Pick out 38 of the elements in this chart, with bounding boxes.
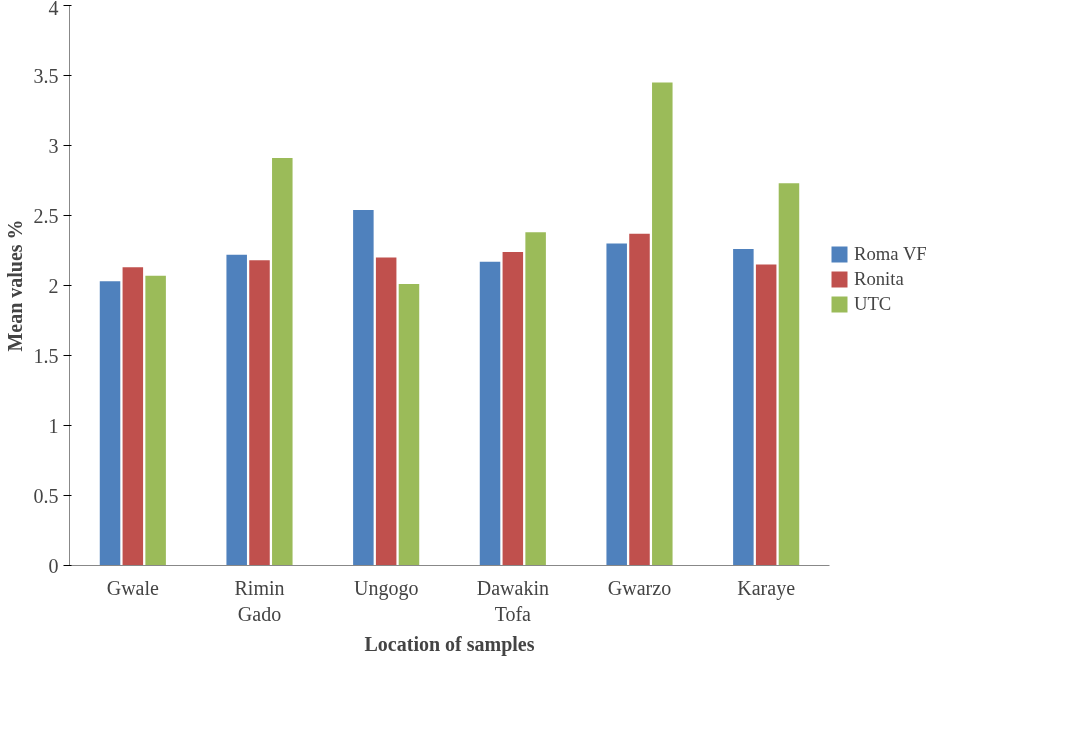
legend-label: Ronita bbox=[854, 268, 904, 290]
bar bbox=[249, 260, 270, 566]
y-tick-label: 3 bbox=[48, 134, 59, 157]
y-tick-label: 1.5 bbox=[33, 344, 59, 367]
bar bbox=[145, 275, 166, 566]
bar bbox=[778, 183, 800, 566]
bar bbox=[606, 243, 627, 566]
legend-label: Roma VF bbox=[854, 243, 927, 265]
bar bbox=[353, 209, 374, 566]
bar bbox=[479, 261, 501, 566]
bar bbox=[502, 251, 524, 566]
y-tick-label: 4 bbox=[48, 0, 59, 19]
bar bbox=[272, 158, 293, 566]
x-axis-title: Location of samples bbox=[364, 632, 535, 656]
y-tick-label: 2 bbox=[48, 274, 59, 297]
y-axis-title: Mean values % bbox=[3, 219, 26, 352]
bar bbox=[629, 233, 650, 566]
legend-label: UTC bbox=[854, 293, 892, 315]
bar bbox=[733, 249, 754, 566]
bar bbox=[652, 82, 673, 566]
x-tick-label: Dawakin Tofa bbox=[476, 576, 549, 625]
bar bbox=[99, 281, 121, 566]
x-tick-label: Gwale bbox=[106, 576, 160, 599]
y-tick-label: 3.5 bbox=[33, 64, 59, 87]
bar bbox=[122, 267, 144, 566]
y-tick-label: 0 bbox=[48, 554, 59, 577]
bar bbox=[525, 232, 546, 566]
bar bbox=[398, 284, 420, 566]
x-tick-label: Ungogo bbox=[353, 576, 419, 600]
bar bbox=[375, 257, 397, 566]
x-tick-label: Rimin Gado bbox=[234, 576, 285, 625]
bar bbox=[226, 254, 247, 566]
bar bbox=[755, 264, 777, 566]
y-tick-label: 2.5 bbox=[33, 204, 59, 227]
y-tick-label: 0.5 bbox=[33, 484, 59, 507]
x-tick-label: Karaye bbox=[737, 576, 796, 600]
x-tick-label: Gwarzo bbox=[607, 576, 672, 599]
y-tick-label: 1 bbox=[48, 414, 59, 437]
